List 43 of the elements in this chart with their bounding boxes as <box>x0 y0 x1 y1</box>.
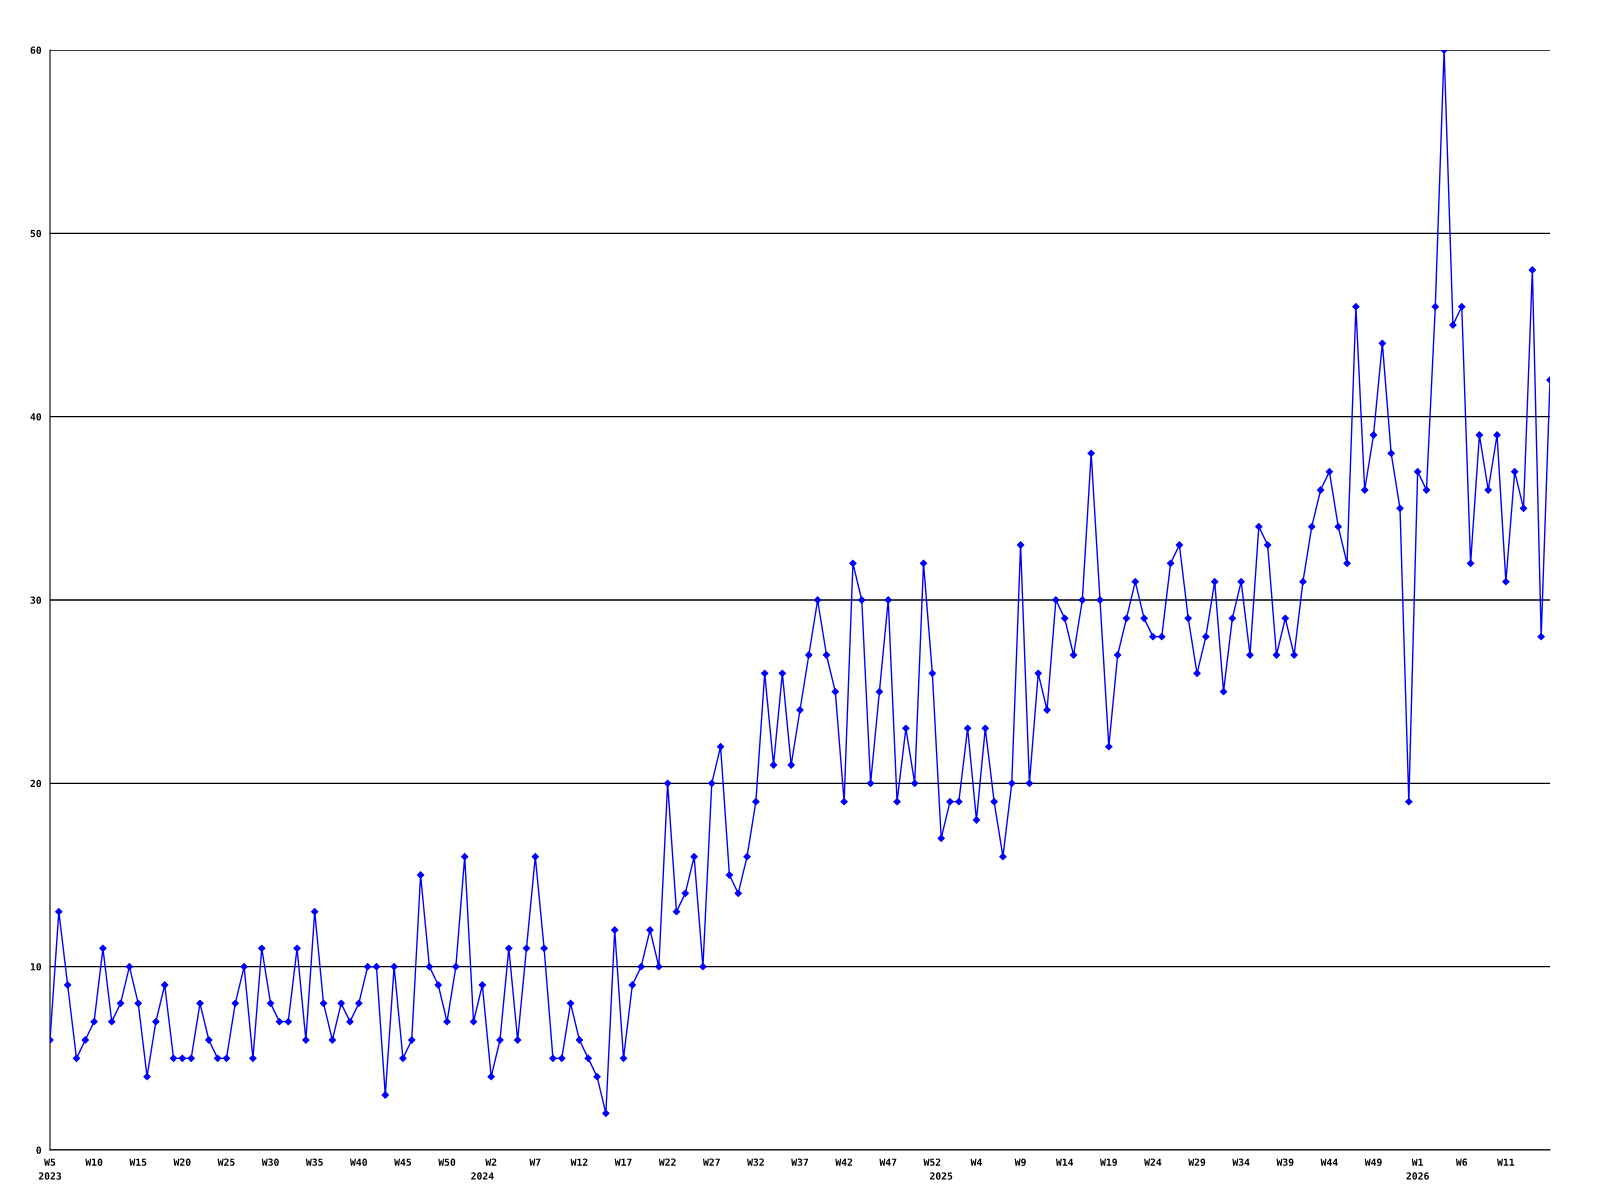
x-tick-label: W42 <box>835 1158 853 1166</box>
x-tick-label: W7 <box>529 1158 541 1166</box>
x-tick-label: W20 <box>173 1158 191 1166</box>
x-tick-label: W37 <box>791 1158 809 1166</box>
x-tick-label: W10 <box>85 1158 103 1166</box>
x-tick-label: W49 <box>1364 1158 1382 1166</box>
x-tick-label: W14 <box>1055 1158 1074 1166</box>
x-tick-label: W39 <box>1276 1158 1294 1166</box>
x-tick-label: W5 2023 <box>38 1158 62 1180</box>
x-tick-label: 2024 <box>471 1172 494 1180</box>
x-tick-label: W32 <box>747 1158 764 1166</box>
y-tick-label: 40 <box>30 413 42 421</box>
x-tick-label: W27 <box>702 1158 720 1166</box>
x-tick-label: W47 <box>879 1158 897 1166</box>
y-tick-label: 50 <box>30 229 42 238</box>
x-tick-label: W52 <box>923 1158 941 1166</box>
y-tick-label: 0 <box>36 1146 42 1154</box>
y-tick-label: 10 <box>30 963 42 971</box>
x-tick-label: W17 <box>614 1158 632 1166</box>
x-tick-label: W45 <box>394 1158 412 1166</box>
y-tick-label: 20 <box>30 779 42 788</box>
x-tick-label: W1 2026 <box>1406 1158 1429 1180</box>
x-tick-label: W15 <box>129 1158 147 1166</box>
y-tick-label: 30 <box>30 596 42 604</box>
x-tick-label: W50 <box>438 1158 456 1166</box>
x-tick-label: W22 <box>658 1158 676 1166</box>
x-tick-label: W34 <box>1232 1158 1250 1166</box>
x-tick-label: W9 <box>1014 1158 1026 1166</box>
x-tick-label: W24 <box>1144 1158 1162 1166</box>
x-tick-label: W2 <box>485 1158 497 1166</box>
x-tick-label: W12 <box>570 1158 588 1166</box>
x-tick-label: W35 <box>305 1158 323 1166</box>
y-tick-label: 60 <box>30 46 42 54</box>
x-tick-label: W6 <box>1455 1158 1468 1166</box>
x-tick-label: 2025 <box>930 1172 953 1180</box>
x-tick-label: W19 <box>1100 1158 1117 1166</box>
x-tick-label: W40 <box>350 1158 368 1166</box>
x-tick-label: W11 <box>1497 1158 1515 1166</box>
x-tick-label: W4 <box>970 1158 982 1166</box>
x-tick-label: W25 <box>217 1158 235 1166</box>
x-tick-label: W30 <box>261 1158 279 1166</box>
x-tick-label: W44 <box>1320 1158 1338 1166</box>
x-tick-label: W29 <box>1188 1158 1206 1166</box>
